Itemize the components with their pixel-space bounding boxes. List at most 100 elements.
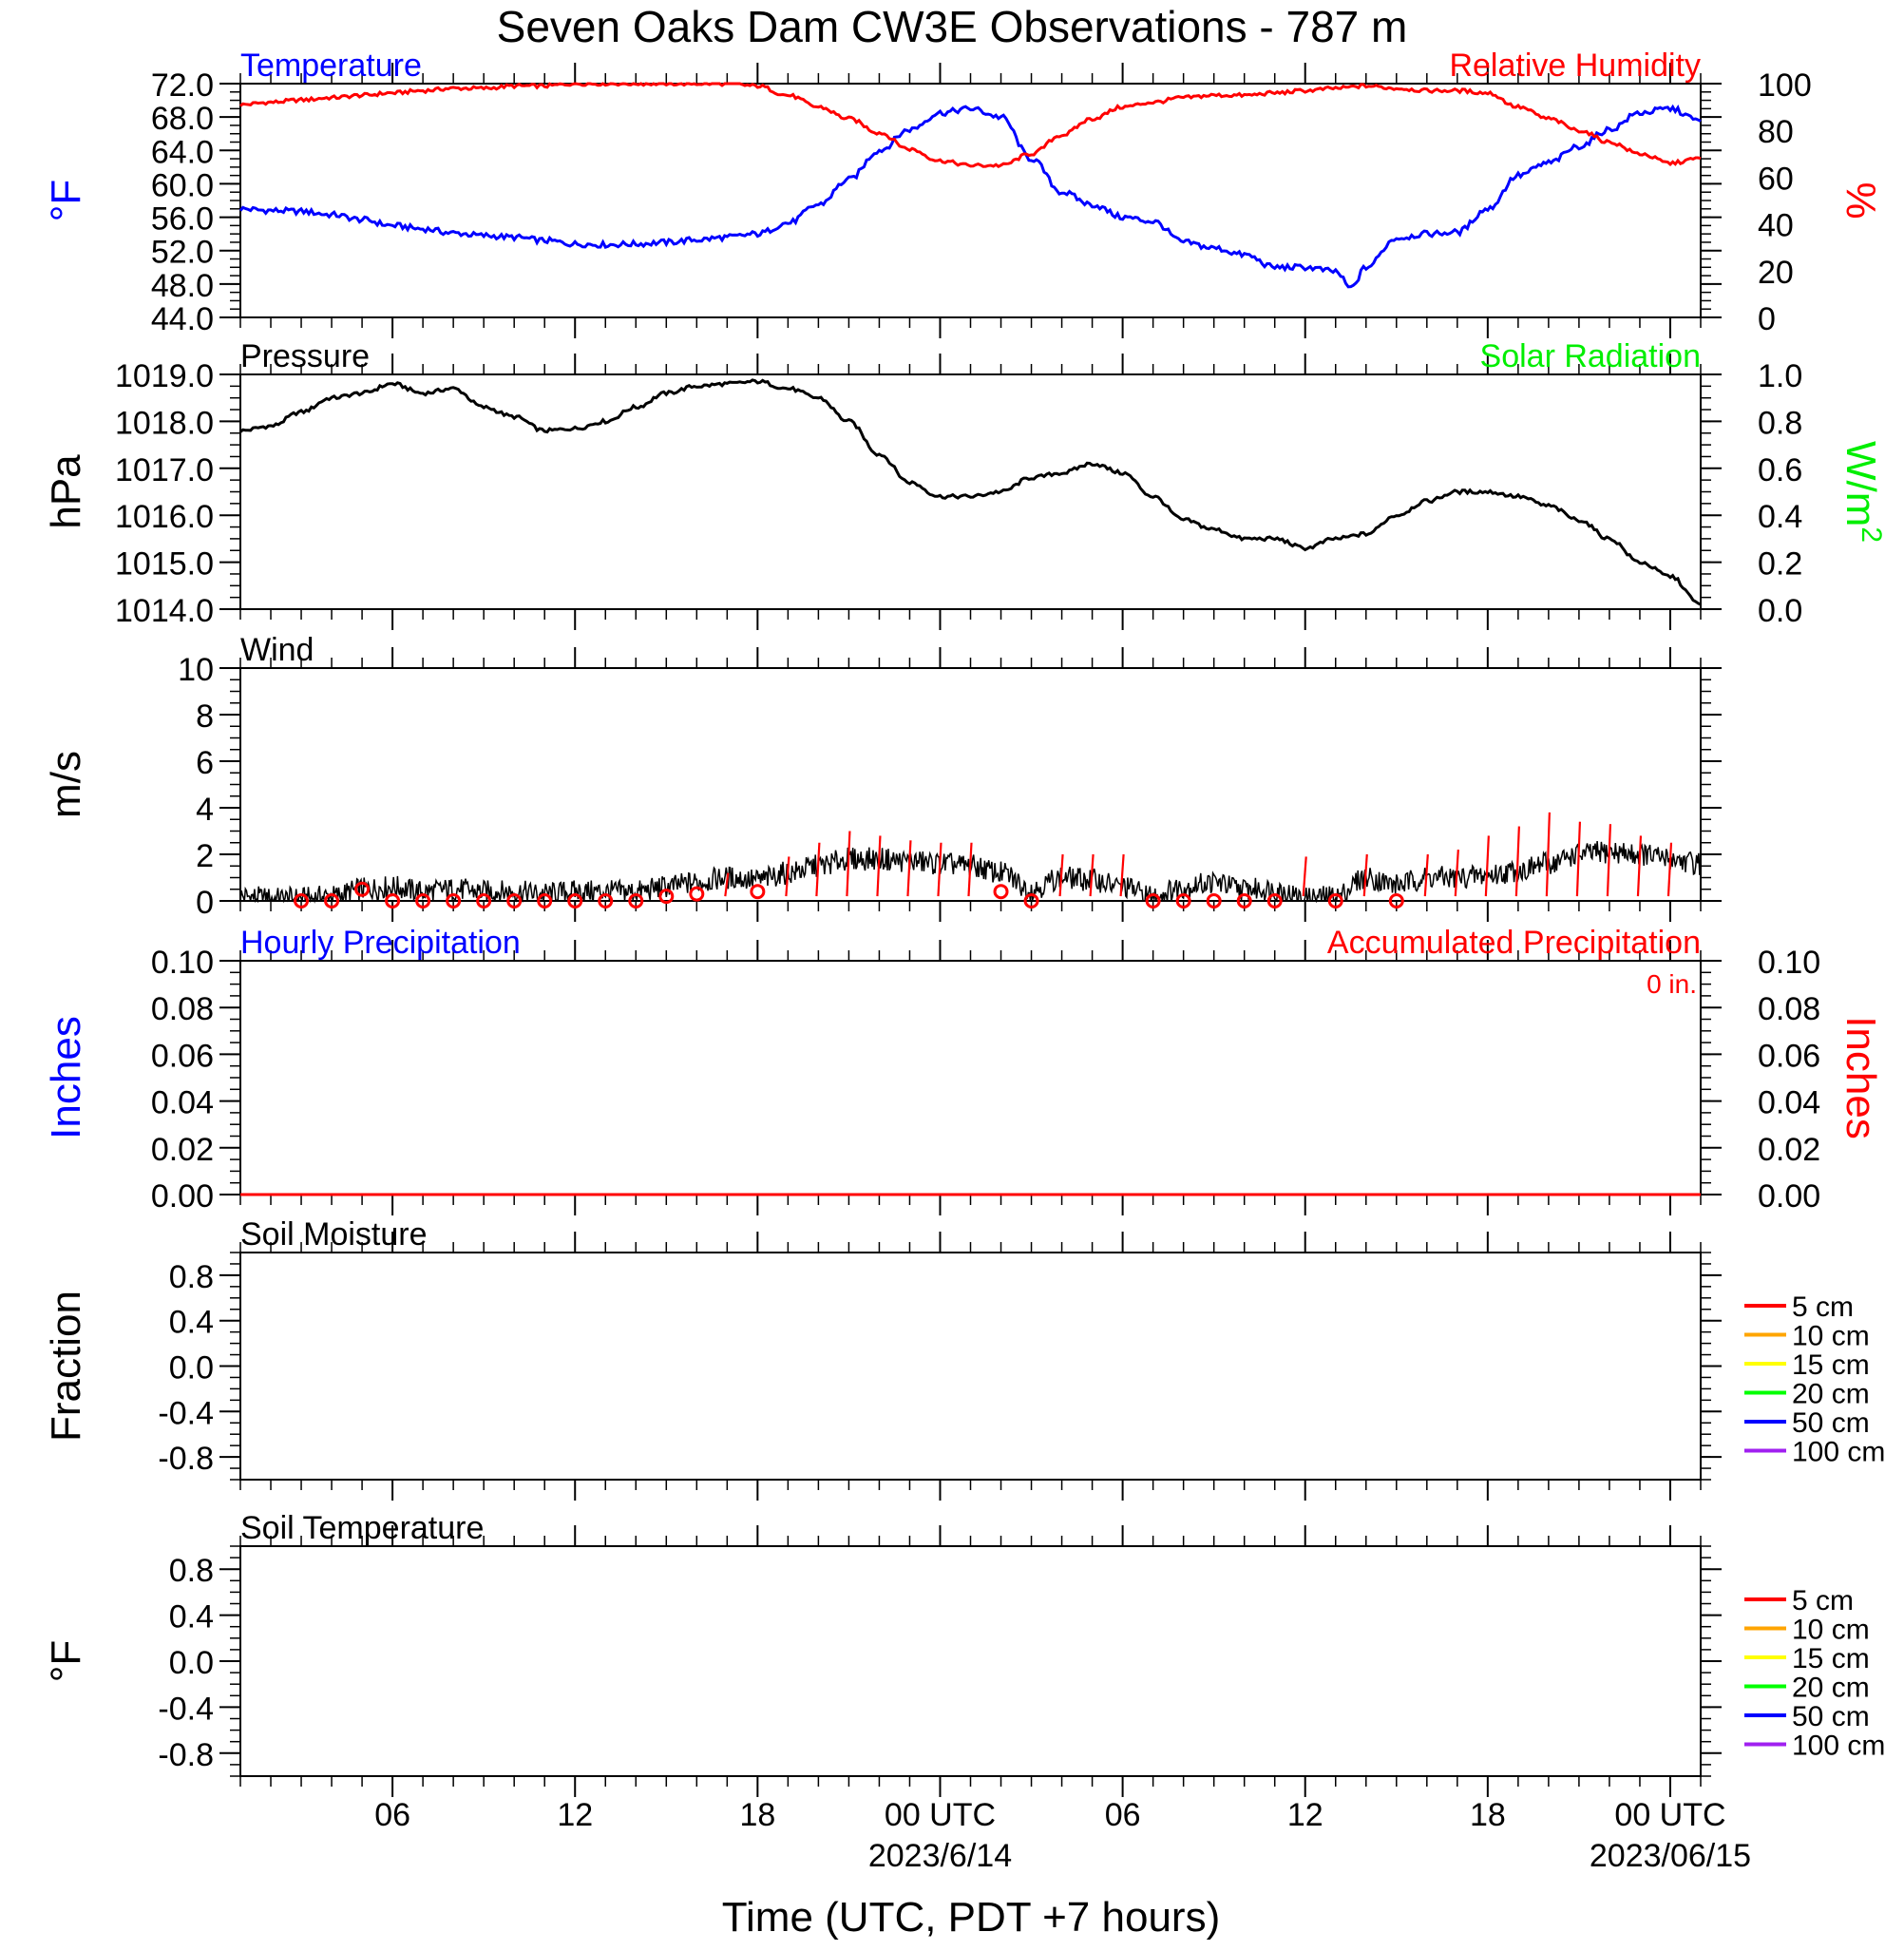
- wind-barb: [1454, 850, 1459, 897]
- left-tick-label: 1014.0: [115, 593, 214, 629]
- panel-left-title: Soil Temperature: [240, 1510, 484, 1546]
- wind-barb: [1636, 835, 1643, 897]
- left-tick-label: 2: [196, 838, 214, 874]
- left-tick-label: 0.8: [169, 1259, 214, 1295]
- legend-label: 10 cm: [1792, 1615, 1870, 1646]
- left-tick-label: 0.0: [169, 1350, 214, 1387]
- left-tick-label: 0.06: [151, 1038, 214, 1074]
- series-line-pressure: [239, 378, 1702, 606]
- left-tick-label: 0.08: [151, 991, 214, 1027]
- x-axis: 06 12 18 00 UTC 06 12 18 00 UTC 2023/6/14 2023/06…: [374, 1797, 1751, 1874]
- panel-soil_moisture: 0.8 0.4 0.0 -0.4 -0.8 Soil Moisture Fraction 5 …: [43, 1216, 1885, 1501]
- legend-label: 5 cm: [1792, 1291, 1854, 1323]
- panel-left-ylabel: m/s: [43, 751, 89, 818]
- left-tick-label: 0.04: [151, 1085, 214, 1121]
- wind-barb: [937, 842, 942, 897]
- wind-barb: [1484, 835, 1490, 897]
- left-tick-label: 0.02: [151, 1132, 214, 1168]
- right-tick-label: 1.0: [1758, 358, 1802, 394]
- legend-label: 5 cm: [1792, 1585, 1854, 1616]
- wind-barb: [785, 856, 790, 897]
- legend-label: 15 cm: [1792, 1349, 1870, 1381]
- calm-wind-circle: [1023, 893, 1039, 909]
- wind-barb: [1514, 826, 1520, 897]
- series-line-relative-humidity: [239, 82, 1702, 168]
- left-tick-label: 1016.0: [115, 499, 214, 535]
- x-tick-label: 06: [374, 1797, 410, 1833]
- wind-barb: [1058, 853, 1064, 897]
- calm-wind-circle: [446, 893, 462, 909]
- panel-left-ylabel: °F: [43, 1640, 89, 1682]
- left-tick-label: 8: [196, 698, 214, 735]
- calm-wind-circle: [1327, 893, 1343, 909]
- wind-barb: [1302, 856, 1307, 897]
- panel-pressure: 1019.0 1018.0 1017.0 1016.0 1015.0 1014.0 1.0 0…: [43, 338, 1887, 630]
- wind-barb: [1423, 853, 1429, 897]
- right-tick-label: 0.06: [1758, 1038, 1820, 1074]
- right-tick-label: 0.8: [1758, 405, 1802, 441]
- wind-barb: [724, 872, 730, 897]
- panel-left-title: Temperature: [240, 48, 422, 84]
- legend-label: 100 cm: [1792, 1731, 1885, 1762]
- panel-right-ylabel: Inches: [1837, 1016, 1884, 1139]
- ylabel-superscript: 2: [1856, 526, 1887, 543]
- panel-left-ylabel: hPa: [43, 454, 89, 529]
- precip-total-annotation: 0 in.: [1647, 969, 1697, 999]
- calm-wind-circle: [598, 893, 614, 909]
- wind-barb: [906, 840, 912, 897]
- calm-wind-circle: [294, 893, 310, 909]
- calm-wind-circle: [1145, 893, 1161, 909]
- right-tick-label: 0.02: [1758, 1132, 1820, 1168]
- calm-wind-circle: [476, 893, 492, 909]
- right-tick-label: 0.00: [1758, 1178, 1820, 1215]
- calm-wind-circle: [385, 893, 401, 909]
- panel-left-ylabel: Fraction: [43, 1291, 89, 1442]
- left-tick-label: 6: [196, 745, 214, 781]
- x-tick-label: 12: [557, 1797, 593, 1833]
- left-tick-label: 60.0: [151, 167, 214, 203]
- left-tick-label: 1019.0: [115, 358, 214, 394]
- wind-barb: [815, 842, 821, 897]
- left-tick-label: 68.0: [151, 101, 214, 137]
- legend-label: 50 cm: [1792, 1701, 1870, 1732]
- calm-wind-circle: [1175, 893, 1191, 909]
- calm-wind-circle: [354, 881, 371, 897]
- left-tick-label: 0.4: [169, 1305, 214, 1341]
- wind-barb: [1606, 824, 1612, 897]
- right-tick-label: 40: [1758, 208, 1794, 244]
- left-tick-label: 4: [196, 792, 214, 828]
- legend-label: 20 cm: [1792, 1379, 1870, 1410]
- right-tick-label: 100: [1758, 67, 1812, 104]
- series-line-temperature: [238, 104, 1702, 289]
- legend-label: 20 cm: [1792, 1673, 1870, 1704]
- left-tick-label: 0: [196, 885, 214, 921]
- calm-wind-circle: [567, 893, 583, 909]
- wind-barb: [1089, 853, 1095, 897]
- right-tick-label: 0.08: [1758, 991, 1820, 1027]
- calm-wind-circle: [1266, 893, 1283, 909]
- panel-temp_rh: 72.068.064.060.056.052.048.044.0 100 80 60 4…: [43, 48, 1884, 338]
- legend-label: 15 cm: [1792, 1643, 1870, 1674]
- chart-title: Seven Oaks Dam CW3E Observations - 787 m: [497, 2, 1408, 51]
- panel-left-title: Pressure: [240, 338, 370, 374]
- x-tick-label: 12: [1287, 1797, 1323, 1833]
- left-tick-label: 56.0: [151, 201, 214, 238]
- right-tick-label: 80: [1758, 114, 1794, 150]
- left-tick-label: 0.0: [169, 1645, 214, 1681]
- left-tick-label: 1015.0: [115, 546, 214, 583]
- left-tick-label: 48.0: [151, 268, 214, 304]
- calm-wind-circle: [415, 893, 431, 909]
- left-tick-label: -0.4: [158, 1691, 214, 1727]
- x-axis-label: Time (UTC, PDT +7 hours): [722, 1894, 1220, 1941]
- wind-barb: [1666, 842, 1673, 897]
- right-tick-label: 0: [1758, 301, 1776, 337]
- left-tick-label: 1017.0: [115, 452, 214, 488]
- panel-left-title: Soil Moisture: [240, 1216, 428, 1253]
- right-tick-label: 0.04: [1758, 1085, 1820, 1121]
- right-tick-label: 60: [1758, 161, 1794, 197]
- calm-wind-circle: [506, 893, 523, 909]
- panel-left-ylabel: Inches: [43, 1016, 89, 1139]
- calm-wind-circle: [324, 893, 340, 909]
- panel-right-ylabel: W/m2: [1837, 441, 1887, 543]
- panel-wind: 10 8 6 4 2 0 Wind m/s: [43, 632, 1722, 922]
